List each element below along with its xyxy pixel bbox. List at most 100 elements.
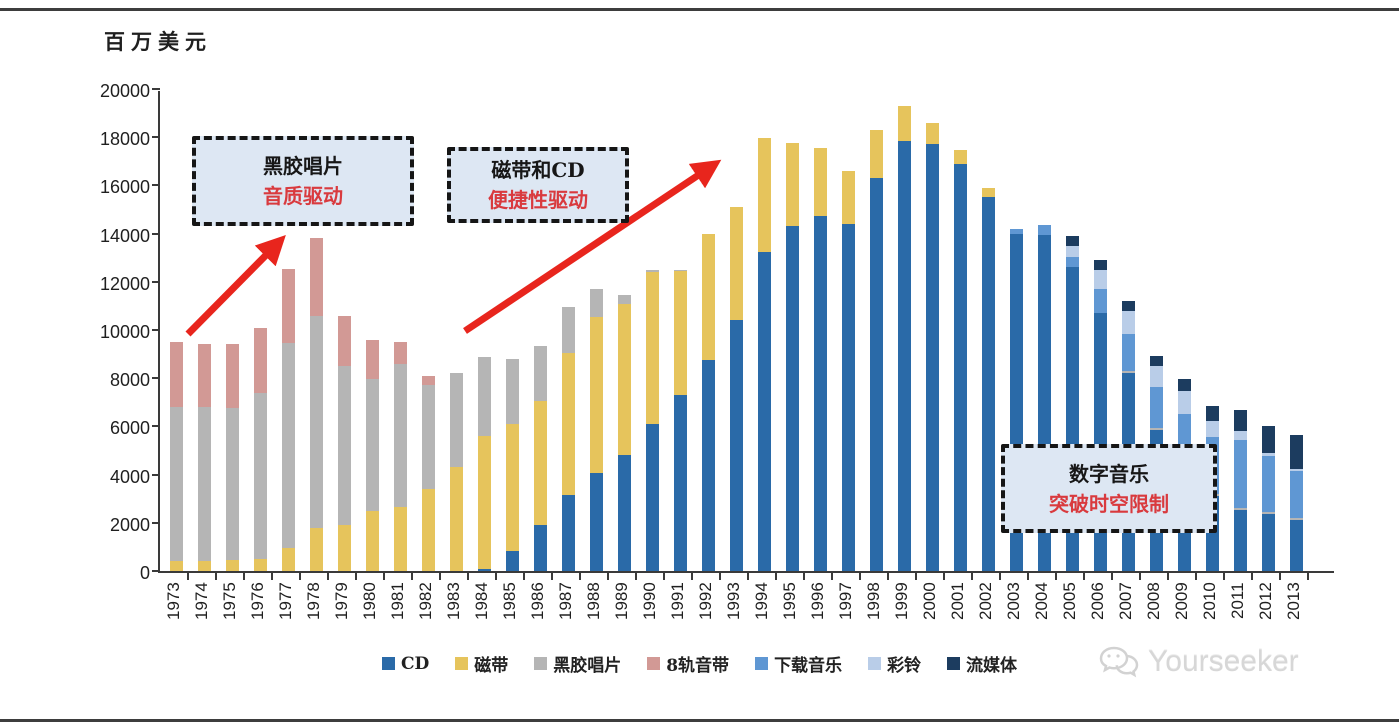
bar-segment [1121,371,1135,374]
x-axis-year-label: 2007 [1116,582,1135,620]
bar-segment [1149,365,1163,388]
x-axis-tick [439,573,441,580]
legend-label: 下载音乐 [774,656,843,676]
bar-segment [169,561,183,571]
stacked-bar-1977 [281,268,295,571]
bar-segment [757,138,771,252]
y-axis-tick-label: 4000 [109,466,150,487]
x-axis-year-label: 1992 [696,582,715,620]
y-axis-tick [152,521,160,524]
bar-segment [1261,512,1275,515]
stacked-bar-1974 [197,344,211,571]
x-axis-tick [999,573,1001,580]
y-axis-tick-label: 16000 [99,177,150,198]
bar-segment [1177,378,1191,391]
bar-segment [1149,355,1163,366]
bar-segment [421,489,435,571]
y-axis-tick [152,377,160,380]
x-axis-year-label: 2006 [1088,582,1107,620]
bar-segment [1121,334,1135,372]
bar-segment [561,352,575,496]
stacked-bar-1989 [617,295,631,571]
x-axis-tick [1251,573,1253,580]
bar-segment [1233,440,1247,508]
bar-segment [253,392,267,559]
bar-segment [841,223,855,571]
x-axis-year-label: 2013 [1284,582,1303,620]
bar-segment [337,366,351,526]
y-axis-tick-label: 18000 [99,129,150,150]
bar-segment [309,527,323,571]
bar-segment [1093,289,1107,314]
bar-segment [729,320,743,571]
bar-segment [533,525,547,571]
x-axis-year-label: 1984 [472,582,491,620]
x-axis-year-label: 1999 [892,582,911,620]
bar-segment [365,510,379,571]
bar-segment [953,150,967,164]
y-axis-tick-label: 10000 [99,322,150,342]
legend-swatch [947,657,961,670]
bar-segment [673,395,687,571]
stacked-bar-1975 [225,344,239,571]
bar-segment [617,303,631,456]
legend-item-磁带: 磁带 [455,651,508,676]
bar-segment [869,129,883,179]
bottom-divider [0,719,1399,722]
stacked-bar-1985 [505,358,519,571]
annotation-cassette-cd-title: 磁带和CD [491,158,585,182]
x-axis-tick [579,573,581,580]
x-axis-year-label: 1978 [304,582,323,620]
x-axis-tick [1307,573,1309,580]
stacked-bar-1999 [897,105,911,571]
bar-segment [1037,225,1051,235]
bar-segment [785,143,799,227]
chart-legend: CD 磁带 黑胶唱片 8轨音带 下载音乐 彩铃 流媒体 [0,651,1399,676]
x-axis-tick [747,573,749,580]
y-axis-tick [152,280,160,283]
stacked-bar-1981 [393,342,407,571]
bar-segment [1289,471,1303,519]
legend-swatch [381,657,395,670]
bar-segment [617,455,631,571]
y-axis-tick [152,88,160,90]
annotation-vinyl-title: 黑胶唱片 [263,154,343,178]
x-axis-year-label: 1994 [752,582,771,620]
legend-swatch [868,657,882,670]
x-axis-tick [495,573,497,580]
bar-segment [729,207,743,321]
bar-segment [505,550,519,571]
bar-segment [953,163,967,571]
x-axis-tick [691,573,693,580]
bar-segment [1009,228,1023,234]
legend-item-8轨音带: 8轨音带 [647,651,729,676]
x-axis-tick [1055,573,1057,580]
annotation-digital: 数字音乐 突破时空限制 [1001,444,1217,533]
x-axis-year-label: 1977 [276,582,295,620]
x-axis-tick [1223,573,1225,580]
bar-segment [449,467,463,571]
stacked-bar-1998 [869,129,883,571]
y-axis-tick [152,232,160,235]
y-axis-tick [152,473,160,476]
stacked-bar-2000 [925,122,939,571]
bar-segment [561,495,575,571]
bar-segment [701,233,715,361]
annotation-digital-subtitle: 突破时空限制 [1049,491,1169,516]
bar-segment [281,268,295,344]
y-axis-tick-label: 20000 [99,81,150,101]
x-axis-tick [1167,573,1169,580]
bar-segment [281,343,295,549]
bar-segment [1065,245,1079,257]
x-axis-year-label: 1991 [668,582,687,620]
bar-segment [589,316,603,474]
stacked-bar-2011 [1233,410,1247,571]
stacked-bar-2013 [1289,434,1303,571]
x-axis-year-label: 1973 [164,582,183,620]
stacked-bar-1987 [561,307,575,571]
bar-segment [365,379,379,511]
x-axis-tick [467,573,469,580]
x-axis-tick [663,573,665,580]
bar-segment [421,385,435,490]
